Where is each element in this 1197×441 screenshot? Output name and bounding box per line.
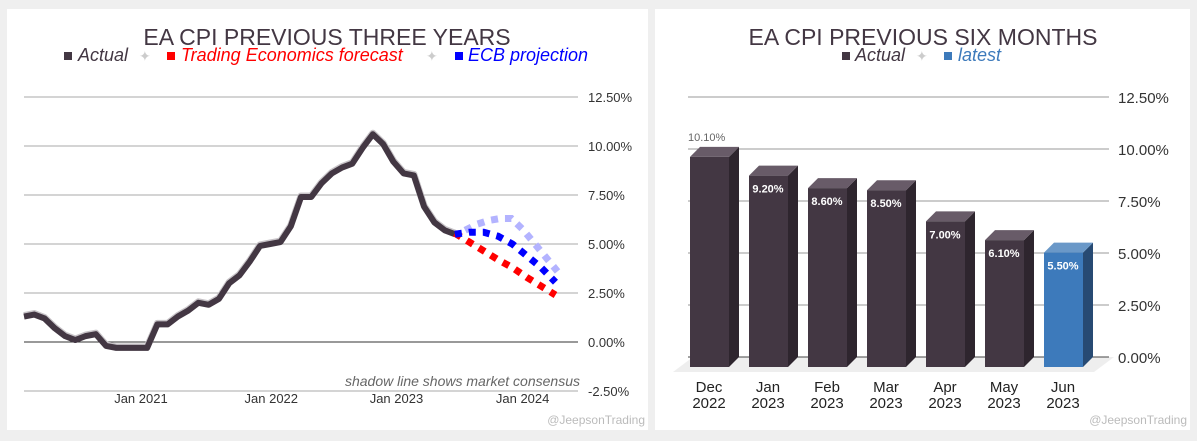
- bar: [690, 156, 729, 367]
- y-tick-label: 12.50%: [588, 90, 633, 105]
- legend-swatch-te: [167, 52, 175, 60]
- bar-top: [690, 146, 739, 157]
- x-tick-label-year: 2023: [810, 395, 843, 412]
- x-tick-label: Jan 2021: [114, 391, 168, 406]
- legend-label-actual: Actual: [854, 45, 906, 65]
- bar-side: [1083, 242, 1093, 367]
- bar-top: [749, 165, 798, 176]
- legend-swatch-ecb: [455, 52, 463, 60]
- bar-side: [965, 211, 975, 367]
- x-tick-label-year: 2023: [751, 395, 784, 412]
- x-tick-label-month: Mar: [873, 379, 899, 396]
- y-tick-label: 0.00%: [588, 335, 625, 350]
- watermark: @JeepsonTrading: [1089, 413, 1187, 427]
- bar: [926, 221, 965, 367]
- bar: [808, 188, 847, 367]
- x-tick-label: Jan 2022: [245, 391, 299, 406]
- bar-side: [847, 178, 857, 367]
- y-tick-label: -2.50%: [588, 384, 630, 399]
- bar-top: [808, 178, 857, 189]
- y-tick-label: 2.50%: [588, 286, 625, 301]
- chart-title: EA CPI PREVIOUS SIX MONTHS: [749, 24, 1098, 50]
- x-tick-label-month: Jan: [756, 379, 780, 396]
- legend-label-ecb: ECB projection: [468, 45, 588, 65]
- bar: [867, 190, 906, 367]
- bar-value-label: 10.10%: [688, 132, 726, 144]
- te-forecast-line: [453, 230, 558, 298]
- three-year-chart-panel: EA CPI PREVIOUS THREE YEARS Actual ✦ Tradin…: [7, 9, 648, 430]
- legend-label-actual: Actual: [77, 45, 129, 65]
- y-tick-label: 12.50%: [1118, 90, 1169, 107]
- legend-swatch-latest: [944, 52, 952, 60]
- bar: [985, 240, 1024, 367]
- bar-value-label: 5.50%: [1047, 261, 1078, 273]
- y-tick-label: 5.00%: [1118, 246, 1161, 263]
- legend-label-latest: latest: [958, 45, 1002, 65]
- bar-value-label: 8.60%: [811, 196, 842, 208]
- legend-separator-icon: ✦: [139, 48, 151, 64]
- x-tick-label-month: Apr: [933, 379, 956, 396]
- bar-top: [867, 180, 916, 191]
- legend-swatch-actual: [842, 52, 850, 60]
- x-tick-label-month: Feb: [814, 379, 840, 396]
- x-tick-label-year: 2023: [987, 395, 1020, 412]
- bar-value-label: 6.10%: [988, 248, 1019, 260]
- legend-separator-icon: ✦: [426, 48, 438, 64]
- chart-title: EA CPI PREVIOUS THREE YEARS: [143, 24, 510, 50]
- y-tick-label: 0.00%: [1118, 350, 1161, 367]
- y-tick-label: 10.00%: [588, 139, 633, 154]
- bar-side: [729, 146, 739, 367]
- x-tick-label-year: 2023: [928, 395, 961, 412]
- bar-top: [926, 211, 975, 222]
- x-tick-label-month: Jun: [1051, 379, 1075, 396]
- bar-side: [1024, 230, 1034, 367]
- legend-separator-icon: ✦: [916, 48, 928, 64]
- bar-top: [1044, 242, 1093, 253]
- line-chart: EA CPI PREVIOUS THREE YEARS Actual ✦ Tradin…: [23, 24, 645, 427]
- y-tick-label: 7.50%: [588, 188, 625, 203]
- bar: [749, 175, 788, 367]
- ecb-projection-line: [454, 228, 558, 285]
- legend-label-te: Trading Economics forecast: [181, 45, 404, 65]
- y-tick-label: 7.50%: [1118, 194, 1161, 211]
- x-tick-label: Jan 2024: [496, 391, 550, 406]
- x-tick-label-month: May: [990, 379, 1019, 396]
- x-tick-label: Jan 2023: [370, 391, 424, 406]
- bar-side: [788, 165, 798, 367]
- y-tick-label: 2.50%: [1118, 298, 1161, 315]
- bar-value-label: 9.20%: [752, 184, 783, 196]
- consensus-forecast-line: [463, 215, 561, 274]
- y-tick-label: 5.00%: [588, 237, 625, 252]
- watermark: @JeepsonTrading: [547, 413, 645, 427]
- bar-value-label: 8.50%: [870, 198, 901, 210]
- bar: [1044, 252, 1083, 367]
- actual-line: [23, 131, 456, 351]
- x-tick-label-year: 2023: [869, 395, 902, 412]
- legend-swatch-actual: [64, 52, 72, 60]
- x-tick-label-month: Dec: [696, 379, 723, 396]
- x-tick-label-year: 2022: [692, 395, 725, 412]
- bar-value-label: 7.00%: [929, 229, 960, 241]
- y-tick-label: 10.00%: [1118, 142, 1169, 159]
- consensus-shadow-line: [23, 129, 457, 351]
- bar-top: [985, 230, 1034, 241]
- annotation: shadow line shows market consensus: [345, 373, 580, 389]
- bar-side: [906, 180, 916, 367]
- six-month-chart-panel: EA CPI PREVIOUS SIX MONTHS Actual ✦ latest 1…: [655, 9, 1190, 430]
- x-tick-label-year: 2023: [1046, 395, 1079, 412]
